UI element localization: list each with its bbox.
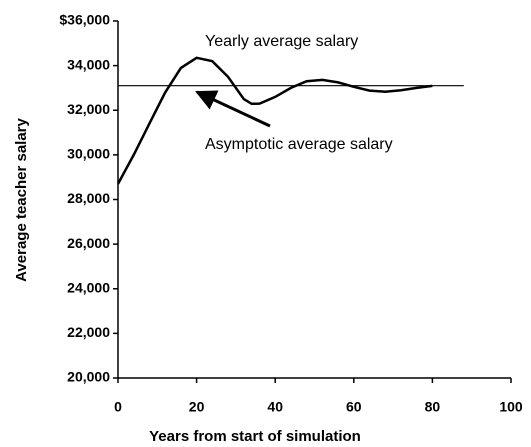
x-tick-label: 20 [189, 399, 205, 415]
y-tick-label: 32,000 [67, 101, 110, 117]
annotation-arrow [195, 90, 271, 128]
y-axis-title: Average teacher salary [13, 117, 30, 281]
y-tick-label: 20,000 [67, 369, 110, 385]
x-axis-title: Years from start of simulation [149, 428, 361, 445]
y-tick-label: 26,000 [67, 235, 110, 251]
y-tick-label: 22,000 [67, 324, 110, 340]
annotation: Yearly average salary [205, 33, 358, 50]
y-tick-label: 34,000 [67, 56, 110, 72]
x-tick-label: 40 [267, 399, 283, 415]
series-line [116, 56, 433, 185]
x-tick-label: 80 [425, 399, 441, 415]
annotation: Asymptotic average salary [205, 136, 393, 153]
y-tick-label: 28,000 [67, 190, 110, 206]
y-tick-label: 30,000 [67, 146, 110, 162]
y-tick-label: $36,000 [59, 12, 110, 28]
x-tick-label: 100 [499, 399, 523, 415]
x-tick-label: 0 [114, 399, 122, 415]
y-tick-label: 24,000 [67, 279, 110, 295]
x-tick-label: 60 [346, 399, 362, 415]
